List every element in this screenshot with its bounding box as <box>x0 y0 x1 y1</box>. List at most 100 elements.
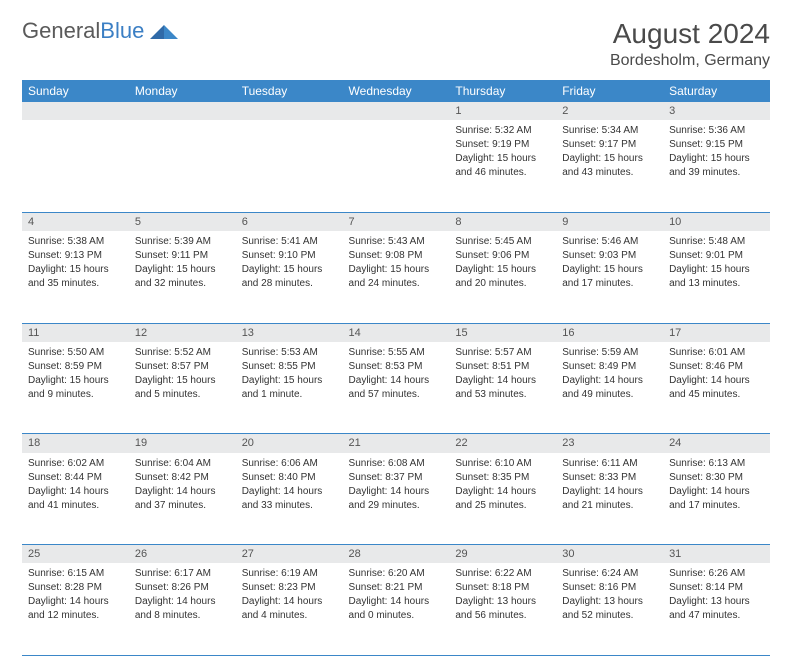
day-number-cell: 22 <box>449 434 556 453</box>
daylight-text: Daylight: 13 hours <box>455 595 550 608</box>
day-number-cell: 14 <box>343 323 450 342</box>
daylight-text: Daylight: 15 hours <box>669 263 764 276</box>
daylight-text: Daylight: 15 hours <box>135 374 230 387</box>
day-header: Tuesday <box>236 80 343 102</box>
sunset-text: Sunset: 8:51 PM <box>455 360 550 373</box>
sunset-text: Sunset: 9:15 PM <box>669 138 764 151</box>
day-header: Friday <box>556 80 663 102</box>
day-cell <box>236 120 343 212</box>
daylight-text: and 56 minutes. <box>455 609 550 622</box>
day-cell: Sunrise: 5:32 AMSunset: 9:19 PMDaylight:… <box>449 120 556 212</box>
sunrise-text: Sunrise: 6:13 AM <box>669 457 764 470</box>
day-cell: Sunrise: 5:43 AMSunset: 9:08 PMDaylight:… <box>343 231 450 323</box>
daylight-text: and 20 minutes. <box>455 277 550 290</box>
daylight-text: and 49 minutes. <box>562 388 657 401</box>
sunset-text: Sunset: 8:53 PM <box>349 360 444 373</box>
daylight-text: Daylight: 14 hours <box>455 374 550 387</box>
day-number-cell: 4 <box>22 212 129 231</box>
daylight-text: Daylight: 15 hours <box>135 263 230 276</box>
day-number-cell: 28 <box>343 545 450 564</box>
week-row: Sunrise: 5:32 AMSunset: 9:19 PMDaylight:… <box>22 120 770 212</box>
daylight-text: Daylight: 14 hours <box>28 595 123 608</box>
day-cell <box>22 120 129 212</box>
daylight-text: and 45 minutes. <box>669 388 764 401</box>
location-label: Bordesholm, Germany <box>610 52 770 70</box>
day-number-cell: 19 <box>129 434 236 453</box>
page-header: GeneralBlue August 2024 Bordesholm, Germ… <box>22 18 770 70</box>
sunset-text: Sunset: 9:08 PM <box>349 249 444 262</box>
day-cell: Sunrise: 6:24 AMSunset: 8:16 PMDaylight:… <box>556 563 663 655</box>
daylight-text: Daylight: 14 hours <box>669 485 764 498</box>
sunrise-text: Sunrise: 6:02 AM <box>28 457 123 470</box>
day-cell: Sunrise: 5:55 AMSunset: 8:53 PMDaylight:… <box>343 342 450 434</box>
day-cell: Sunrise: 5:36 AMSunset: 9:15 PMDaylight:… <box>663 120 770 212</box>
sunrise-text: Sunrise: 5:55 AM <box>349 346 444 359</box>
day-header: Thursday <box>449 80 556 102</box>
sunrise-text: Sunrise: 5:45 AM <box>455 235 550 248</box>
calendar-table: SundayMondayTuesdayWednesdayThursdayFrid… <box>22 80 770 656</box>
day-cell: Sunrise: 6:06 AMSunset: 8:40 PMDaylight:… <box>236 453 343 545</box>
day-cell: Sunrise: 5:45 AMSunset: 9:06 PMDaylight:… <box>449 231 556 323</box>
week-row: Sunrise: 6:02 AMSunset: 8:44 PMDaylight:… <box>22 453 770 545</box>
week-row: Sunrise: 5:38 AMSunset: 9:13 PMDaylight:… <box>22 231 770 323</box>
day-number-cell <box>343 102 450 120</box>
sunset-text: Sunset: 9:01 PM <box>669 249 764 262</box>
day-number-cell: 7 <box>343 212 450 231</box>
day-number-cell: 9 <box>556 212 663 231</box>
day-number-cell: 2 <box>556 102 663 120</box>
day-cell: Sunrise: 5:50 AMSunset: 8:59 PMDaylight:… <box>22 342 129 434</box>
daylight-text: and 47 minutes. <box>669 609 764 622</box>
sunrise-text: Sunrise: 6:24 AM <box>562 567 657 580</box>
sunrise-text: Sunrise: 5:32 AM <box>455 124 550 137</box>
daylight-text: and 41 minutes. <box>28 499 123 512</box>
day-number-cell: 30 <box>556 545 663 564</box>
day-header-row: SundayMondayTuesdayWednesdayThursdayFrid… <box>22 80 770 102</box>
daylight-text: Daylight: 15 hours <box>28 374 123 387</box>
calendar-page: GeneralBlue August 2024 Bordesholm, Germ… <box>0 0 792 670</box>
day-cell <box>343 120 450 212</box>
day-cell: Sunrise: 6:08 AMSunset: 8:37 PMDaylight:… <box>343 453 450 545</box>
week-row: Sunrise: 5:50 AMSunset: 8:59 PMDaylight:… <box>22 342 770 434</box>
sunrise-text: Sunrise: 5:52 AM <box>135 346 230 359</box>
daylight-text: and 9 minutes. <box>28 388 123 401</box>
day-cell: Sunrise: 6:13 AMSunset: 8:30 PMDaylight:… <box>663 453 770 545</box>
day-cell <box>129 120 236 212</box>
day-number-cell: 21 <box>343 434 450 453</box>
sunset-text: Sunset: 8:30 PM <box>669 471 764 484</box>
daylight-text: and 0 minutes. <box>349 609 444 622</box>
day-number-row: 123 <box>22 102 770 120</box>
day-number-cell: 16 <box>556 323 663 342</box>
sunset-text: Sunset: 8:33 PM <box>562 471 657 484</box>
daylight-text: Daylight: 14 hours <box>349 485 444 498</box>
sunset-text: Sunset: 8:49 PM <box>562 360 657 373</box>
daylight-text: and 8 minutes. <box>135 609 230 622</box>
daylight-text: and 43 minutes. <box>562 166 657 179</box>
daylight-text: and 52 minutes. <box>562 609 657 622</box>
daylight-text: and 28 minutes. <box>242 277 337 290</box>
daylight-text: and 17 minutes. <box>669 499 764 512</box>
daylight-text: Daylight: 15 hours <box>455 263 550 276</box>
day-number-cell: 5 <box>129 212 236 231</box>
sunset-text: Sunset: 8:14 PM <box>669 581 764 594</box>
sunrise-text: Sunrise: 6:20 AM <box>349 567 444 580</box>
daylight-text: and 46 minutes. <box>455 166 550 179</box>
day-number-cell: 17 <box>663 323 770 342</box>
sunset-text: Sunset: 9:17 PM <box>562 138 657 151</box>
daylight-text: and 17 minutes. <box>562 277 657 290</box>
sunrise-text: Sunrise: 6:06 AM <box>242 457 337 470</box>
daylight-text: and 21 minutes. <box>562 499 657 512</box>
day-cell: Sunrise: 6:04 AMSunset: 8:42 PMDaylight:… <box>129 453 236 545</box>
sunrise-text: Sunrise: 5:59 AM <box>562 346 657 359</box>
sunset-text: Sunset: 8:55 PM <box>242 360 337 373</box>
sunrise-text: Sunrise: 6:04 AM <box>135 457 230 470</box>
daylight-text: and 57 minutes. <box>349 388 444 401</box>
daylight-text: and 4 minutes. <box>242 609 337 622</box>
sunrise-text: Sunrise: 6:10 AM <box>455 457 550 470</box>
day-number-row: 18192021222324 <box>22 434 770 453</box>
sunrise-text: Sunrise: 5:53 AM <box>242 346 337 359</box>
day-header: Monday <box>129 80 236 102</box>
sunset-text: Sunset: 9:19 PM <box>455 138 550 151</box>
sunset-text: Sunset: 8:37 PM <box>349 471 444 484</box>
daylight-text: Daylight: 14 hours <box>349 595 444 608</box>
daylight-text: Daylight: 13 hours <box>562 595 657 608</box>
